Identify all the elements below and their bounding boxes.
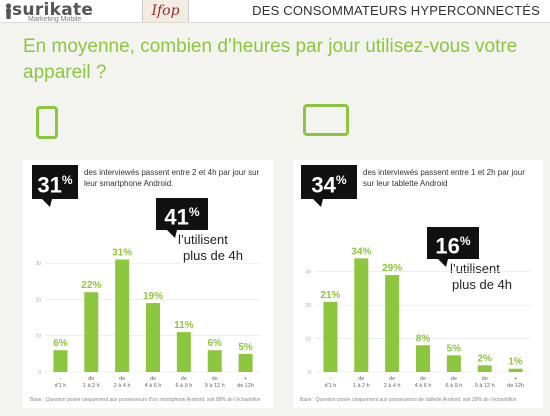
- y-tick-label: 20: [35, 297, 41, 303]
- bar: [508, 368, 523, 372]
- smartphone-callout-badge: 41%: [156, 198, 208, 230]
- smartphone-headline-badge: 31%: [32, 165, 78, 199]
- x-tick-label: -: [60, 376, 62, 382]
- bar: [446, 355, 461, 372]
- bar-value-label: 1%: [508, 357, 523, 368]
- smartphone-headline-text: des interviewés passent entre 2 et 4h pa…: [84, 168, 260, 188]
- x-tick-label: de: [212, 376, 218, 382]
- y-tick-label: 30: [35, 261, 41, 267]
- y-tick-label: 10: [35, 334, 41, 340]
- x-tick-label: 2 à 4 h: [114, 383, 131, 389]
- x-tick-label: de: [420, 376, 426, 382]
- x-tick-label: d'1 h: [325, 383, 337, 389]
- partner-logo: Ifop: [142, 0, 189, 22]
- x-tick-label: 2 à 4 h: [384, 383, 401, 389]
- bar: [385, 275, 400, 372]
- callout-unit: %: [459, 234, 471, 248]
- x-tick-label: 6 à 9 h: [175, 383, 192, 389]
- x-tick-label: +: [514, 376, 517, 382]
- surikate-logo-icon: [6, 3, 11, 19]
- tablet-headline-badge: 34%: [301, 165, 357, 199]
- badge-pointer: [313, 199, 323, 207]
- bar: [207, 350, 222, 372]
- headline-unit: %: [335, 173, 347, 187]
- tablet-callout-text-1: l’utilisent: [450, 261, 500, 276]
- bar: [477, 365, 492, 372]
- smartphone-callout-text-2: plus de 4h: [183, 248, 243, 263]
- bar-value-label: 6%: [53, 338, 68, 349]
- callout-pointer: [167, 230, 177, 238]
- callout-value: 16: [435, 233, 460, 259]
- x-tick-label: -: [330, 376, 332, 382]
- x-tick-label: de: [88, 376, 94, 382]
- badge-pointer: [42, 199, 52, 207]
- tablet-footnote: Base : Question posée uniquement aux pos…: [300, 397, 517, 403]
- section-title: DES CONSOMMATEURS HYPERCONNECTÉS: [252, 3, 540, 18]
- bar: [176, 332, 191, 372]
- bar-value-label: 6%: [207, 338, 222, 349]
- tablet-callout-text-2: plus de 4h: [452, 277, 512, 292]
- brand-name: surikate: [12, 0, 94, 20]
- smartphone-icon: [36, 106, 58, 139]
- y-tick-label: 10: [305, 337, 311, 343]
- bar-value-label: 29%: [382, 263, 402, 274]
- x-tick-label: de: [482, 376, 488, 382]
- tablet-icon: [303, 104, 349, 136]
- bar-value-label: 2%: [477, 353, 492, 364]
- bar-value-label: 21%: [320, 290, 340, 301]
- bar-value-label: 8%: [416, 333, 431, 344]
- bar: [238, 353, 253, 372]
- x-tick-label: 9 à 12 h: [205, 383, 225, 389]
- y-tick-label: 20: [305, 303, 311, 309]
- x-tick-label: de: [181, 376, 187, 382]
- callout-unit: %: [188, 205, 200, 219]
- bar-value-label: 22%: [81, 280, 101, 291]
- bar-value-label: 19%: [143, 291, 163, 302]
- bar-value-label: 5%: [447, 343, 462, 354]
- question-title: En moyenne, combien d’heures par jour ut…: [23, 36, 518, 83]
- bar-value-label: 31%: [112, 248, 132, 259]
- bar: [323, 301, 338, 372]
- tablet-headline-text: des interviewés passent entre 1 et 2h pa…: [363, 168, 525, 188]
- x-tick-label: +: [244, 376, 247, 382]
- y-tick-label: 0: [308, 370, 311, 376]
- bar-value-label: 11%: [174, 320, 194, 331]
- bar-value-label: 5%: [238, 342, 253, 353]
- x-tick-label: de 12h: [507, 383, 524, 389]
- x-tick-label: de: [150, 376, 156, 382]
- x-tick-label: de: [451, 376, 457, 382]
- headline-value: 34: [311, 172, 336, 198]
- callout-pointer: [438, 259, 448, 267]
- smartphone-footnote: Base : Question posée uniquement aux pos…: [30, 397, 261, 403]
- headline-unit: %: [61, 173, 73, 187]
- headline-value: 31: [37, 172, 62, 198]
- tablet-callout-badge: 16%: [427, 227, 479, 259]
- x-tick-label: de: [358, 376, 364, 382]
- bar: [354, 258, 369, 372]
- bar: [416, 345, 430, 372]
- x-tick-label: 6 à 9 h: [445, 383, 462, 389]
- callout-value: 41: [164, 204, 189, 230]
- smartphone-callout-text-1: l’utilisent: [178, 232, 228, 247]
- brand-subtitle: Marketing Mobile: [28, 16, 82, 23]
- bar-value-label: 34%: [351, 246, 371, 257]
- x-tick-label: d'1 h: [55, 383, 67, 389]
- x-tick-label: de 12h: [237, 383, 254, 389]
- bar: [53, 350, 68, 372]
- header-bar: [0, 0, 550, 23]
- x-tick-label: de: [119, 376, 125, 382]
- x-tick-label: de: [389, 376, 395, 382]
- x-tick-label: 4 à 6 h: [415, 383, 432, 389]
- x-tick-label: 4 à 6 h: [145, 383, 162, 389]
- bar: [115, 259, 130, 372]
- bar: [146, 303, 160, 372]
- x-tick-label: 1 à 2 h: [83, 383, 100, 389]
- x-tick-label: 9 à 12 h: [475, 383, 495, 389]
- x-tick-label: 1 à 2 h: [353, 383, 370, 389]
- y-tick-label: 30: [305, 270, 311, 276]
- y-tick-label: 0: [38, 370, 41, 376]
- bar: [84, 292, 99, 372]
